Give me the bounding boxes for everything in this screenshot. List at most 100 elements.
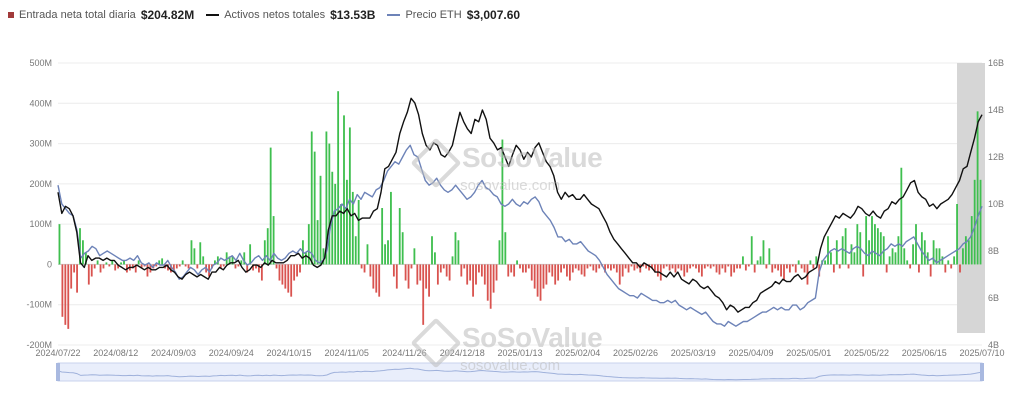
inflow-bar — [422, 264, 425, 325]
inflow-bar — [759, 256, 762, 265]
inflow-bar — [841, 236, 844, 265]
inflow-bar — [419, 264, 422, 281]
inflow-bar — [73, 264, 76, 273]
navigator-handle-left[interactable] — [56, 363, 60, 381]
inflow-bar — [99, 264, 102, 273]
inflow-bar — [193, 248, 196, 265]
inflow-bar — [58, 224, 61, 265]
inflow-bar — [372, 264, 375, 289]
inflow-bar — [475, 264, 477, 285]
x-tick-label: 2024/08/12 — [93, 348, 138, 358]
inflow-bar — [744, 264, 747, 271]
x-tick-label: 2025/02/04 — [555, 348, 600, 358]
inflow-bar — [140, 264, 143, 269]
inflow-bar — [507, 264, 510, 277]
inflow-bar — [93, 264, 96, 269]
inflow-bar — [246, 264, 249, 273]
inflow-bar — [856, 224, 859, 265]
inflow-bar — [662, 264, 665, 269]
inflow-bar — [466, 264, 469, 285]
inflow-bar — [436, 264, 439, 285]
inflow-bar — [90, 264, 93, 277]
inflow-bar — [692, 264, 694, 267]
inflow-bar — [172, 264, 175, 271]
inflow-bar — [472, 264, 474, 297]
inflow-bar — [478, 264, 480, 273]
inflow-bar — [102, 264, 105, 269]
legend-item-inflow[interactable]: Entrada neta total diaria $204.82M — [8, 8, 194, 22]
inflow-bar — [915, 224, 917, 265]
inflow-bar — [727, 264, 730, 267]
inflow-bar — [953, 256, 956, 265]
inflow-bar — [800, 264, 803, 269]
inflow-bar — [346, 179, 348, 265]
inflow-bar — [794, 264, 797, 273]
inflow-bar — [812, 264, 815, 269]
inflow-bar — [548, 264, 551, 273]
inflow-bar — [155, 264, 158, 267]
y-left-tick-label: 200M — [29, 179, 52, 189]
legend-swatch-eth-price — [387, 14, 401, 16]
inflow-bar — [715, 264, 718, 273]
inflow-bar — [788, 264, 791, 273]
inflow-bar — [290, 264, 293, 297]
x-tick-label: 2024/12/18 — [440, 348, 485, 358]
inflow-bar — [407, 264, 410, 289]
inflow-bar — [598, 264, 601, 269]
inflow-bar — [938, 248, 941, 265]
inflow-bar — [654, 264, 656, 273]
eth-price-line — [57, 144, 983, 327]
x-tick-label: 2025/05/22 — [844, 348, 889, 358]
x-tick-label: 2025/05/01 — [786, 348, 831, 358]
inflow-bar — [117, 264, 120, 269]
inflow-bar — [79, 228, 81, 265]
legend-item-eth-price[interactable]: Precio ETH $3,007.60 — [387, 8, 520, 22]
inflow-bar — [105, 262, 108, 265]
navigator-handle-right[interactable] — [980, 363, 984, 381]
inflow-bar — [656, 264, 659, 277]
inflow-bar — [700, 264, 703, 277]
inflow-bar — [815, 256, 818, 265]
inflow-bar — [586, 264, 589, 269]
inflow-bar — [962, 248, 964, 265]
inflow-bar — [774, 264, 777, 269]
inflow-bar — [624, 264, 627, 269]
net-assets-line — [57, 97, 983, 313]
inflow-bar — [451, 256, 454, 265]
y-axis-left: 500M 400M 300M 200M 100M 0 -100M -200M — [26, 58, 52, 350]
inflow-bar — [777, 264, 780, 271]
inflow-bar — [803, 264, 806, 273]
range-navigator — [56, 362, 984, 382]
inflow-bar — [554, 264, 557, 285]
inflow-bar — [390, 191, 392, 265]
y-right-tick-label: 12B — [988, 152, 1004, 162]
x-tick-label: 2024/09/03 — [151, 348, 196, 358]
inflow-bar — [542, 264, 545, 289]
y-left-tick-label: 500M — [29, 58, 52, 68]
inflow-bar — [648, 264, 650, 271]
inflow-bar — [557, 264, 560, 281]
inflow-bar — [762, 240, 765, 265]
inflow-bar — [756, 260, 759, 265]
y-right-tick-label: 8B — [988, 246, 999, 256]
inflow-bar — [689, 264, 692, 269]
inflow-bar — [771, 264, 774, 273]
inflow-bar — [137, 260, 140, 265]
legend-item-net-assets[interactable]: Activos netos totales $13.53B — [206, 8, 375, 22]
inflow-bar — [607, 264, 609, 269]
inflow-bar — [428, 264, 430, 297]
inflow-bar — [698, 264, 700, 273]
inflow-bar — [492, 264, 495, 293]
inflow-bar — [228, 256, 231, 265]
inflow-bar — [865, 216, 868, 265]
y-right-tick-label: 4B — [988, 340, 999, 350]
inflow-bars — [58, 91, 982, 329]
inflow-bar — [82, 240, 84, 265]
inflow-bar — [216, 256, 219, 265]
inflow-bar — [439, 264, 442, 273]
inflow-bar — [445, 264, 448, 277]
inflow-bar — [111, 260, 114, 265]
inflow-bar — [398, 208, 401, 265]
inflow-bar — [460, 264, 463, 277]
inflow-bar — [783, 264, 785, 281]
